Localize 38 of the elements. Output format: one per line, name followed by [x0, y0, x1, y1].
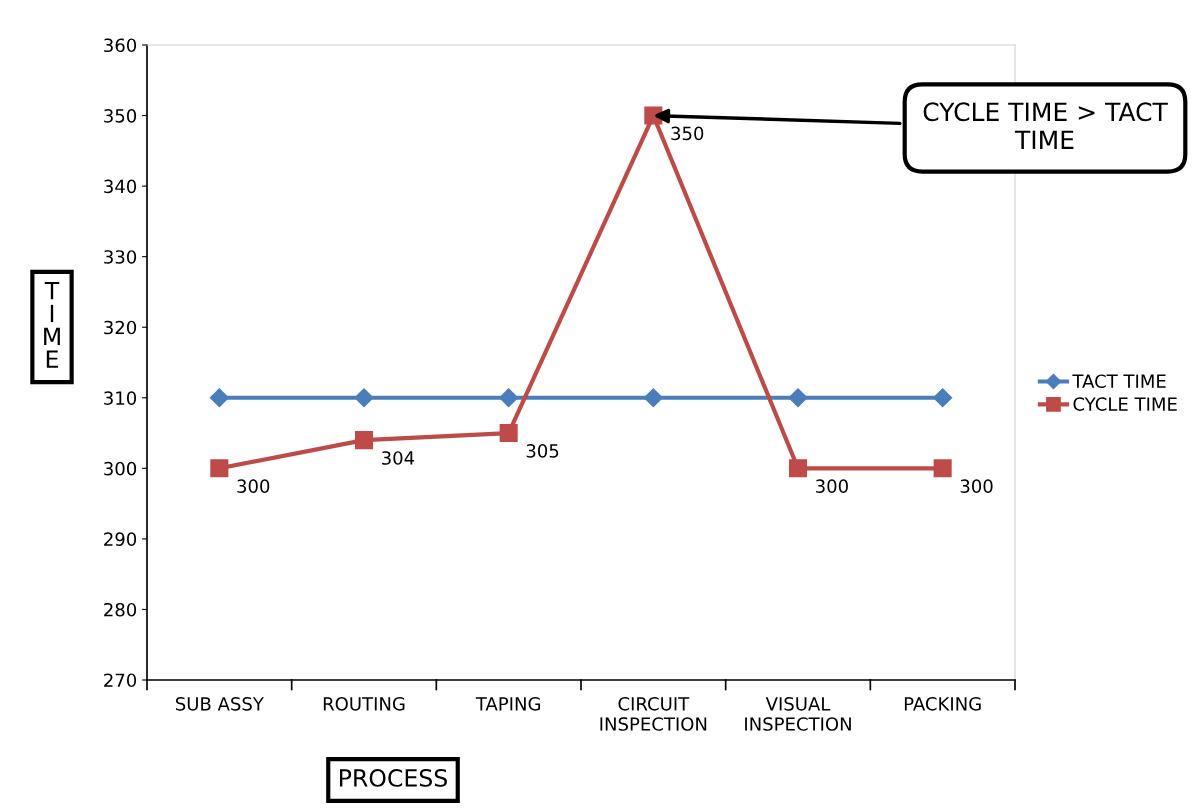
point	[209, 388, 229, 408]
legend-label: CYCLE TIME	[1073, 397, 1177, 411]
point	[788, 388, 808, 408]
y-tick-label: 270	[104, 673, 137, 688]
data-label: 304	[382, 451, 415, 465]
y-tick-label: 280	[104, 602, 137, 617]
x-tick-label: ROUTING	[323, 696, 405, 711]
point	[354, 388, 374, 408]
y-axis-title: TIME	[44, 282, 60, 368]
y-tick-label: 290	[104, 532, 137, 547]
y-tick-label: 330	[104, 250, 137, 264]
y-tick-label: 340	[104, 179, 137, 194]
data-label: 300	[237, 479, 270, 494]
data-label: 305	[526, 444, 559, 458]
data-label: 300	[960, 479, 993, 494]
point	[788, 459, 808, 478]
point	[499, 424, 518, 443]
y-tick-label: 320	[104, 320, 137, 335]
y-tick-label: 300	[104, 461, 137, 476]
y-tick-label: 360	[104, 38, 137, 53]
point	[210, 459, 229, 478]
y-tick-label: 310	[104, 391, 137, 405]
point	[643, 388, 663, 408]
x-tick-label: TAPING	[475, 696, 541, 711]
point	[354, 431, 374, 450]
x-tick-label: SUB ASSY	[175, 696, 264, 711]
annotation: CYCLE TIME > TACT TIME	[923, 102, 1168, 149]
x-tick-label: VISUAL INSPECTION	[745, 696, 851, 731]
point	[933, 388, 953, 408]
y-tick-label: 350	[104, 109, 137, 123]
x-axis-title: PROCESS	[340, 768, 447, 787]
data-label: 300	[816, 479, 848, 494]
x-tick-label: CIRCUIT INSPECTION	[600, 696, 707, 731]
data-label: 350	[671, 126, 704, 141]
x-tick-label: PACKING	[904, 696, 981, 711]
legend-label: TACT TIME	[1072, 374, 1166, 389]
point	[499, 388, 519, 408]
point	[933, 459, 952, 478]
